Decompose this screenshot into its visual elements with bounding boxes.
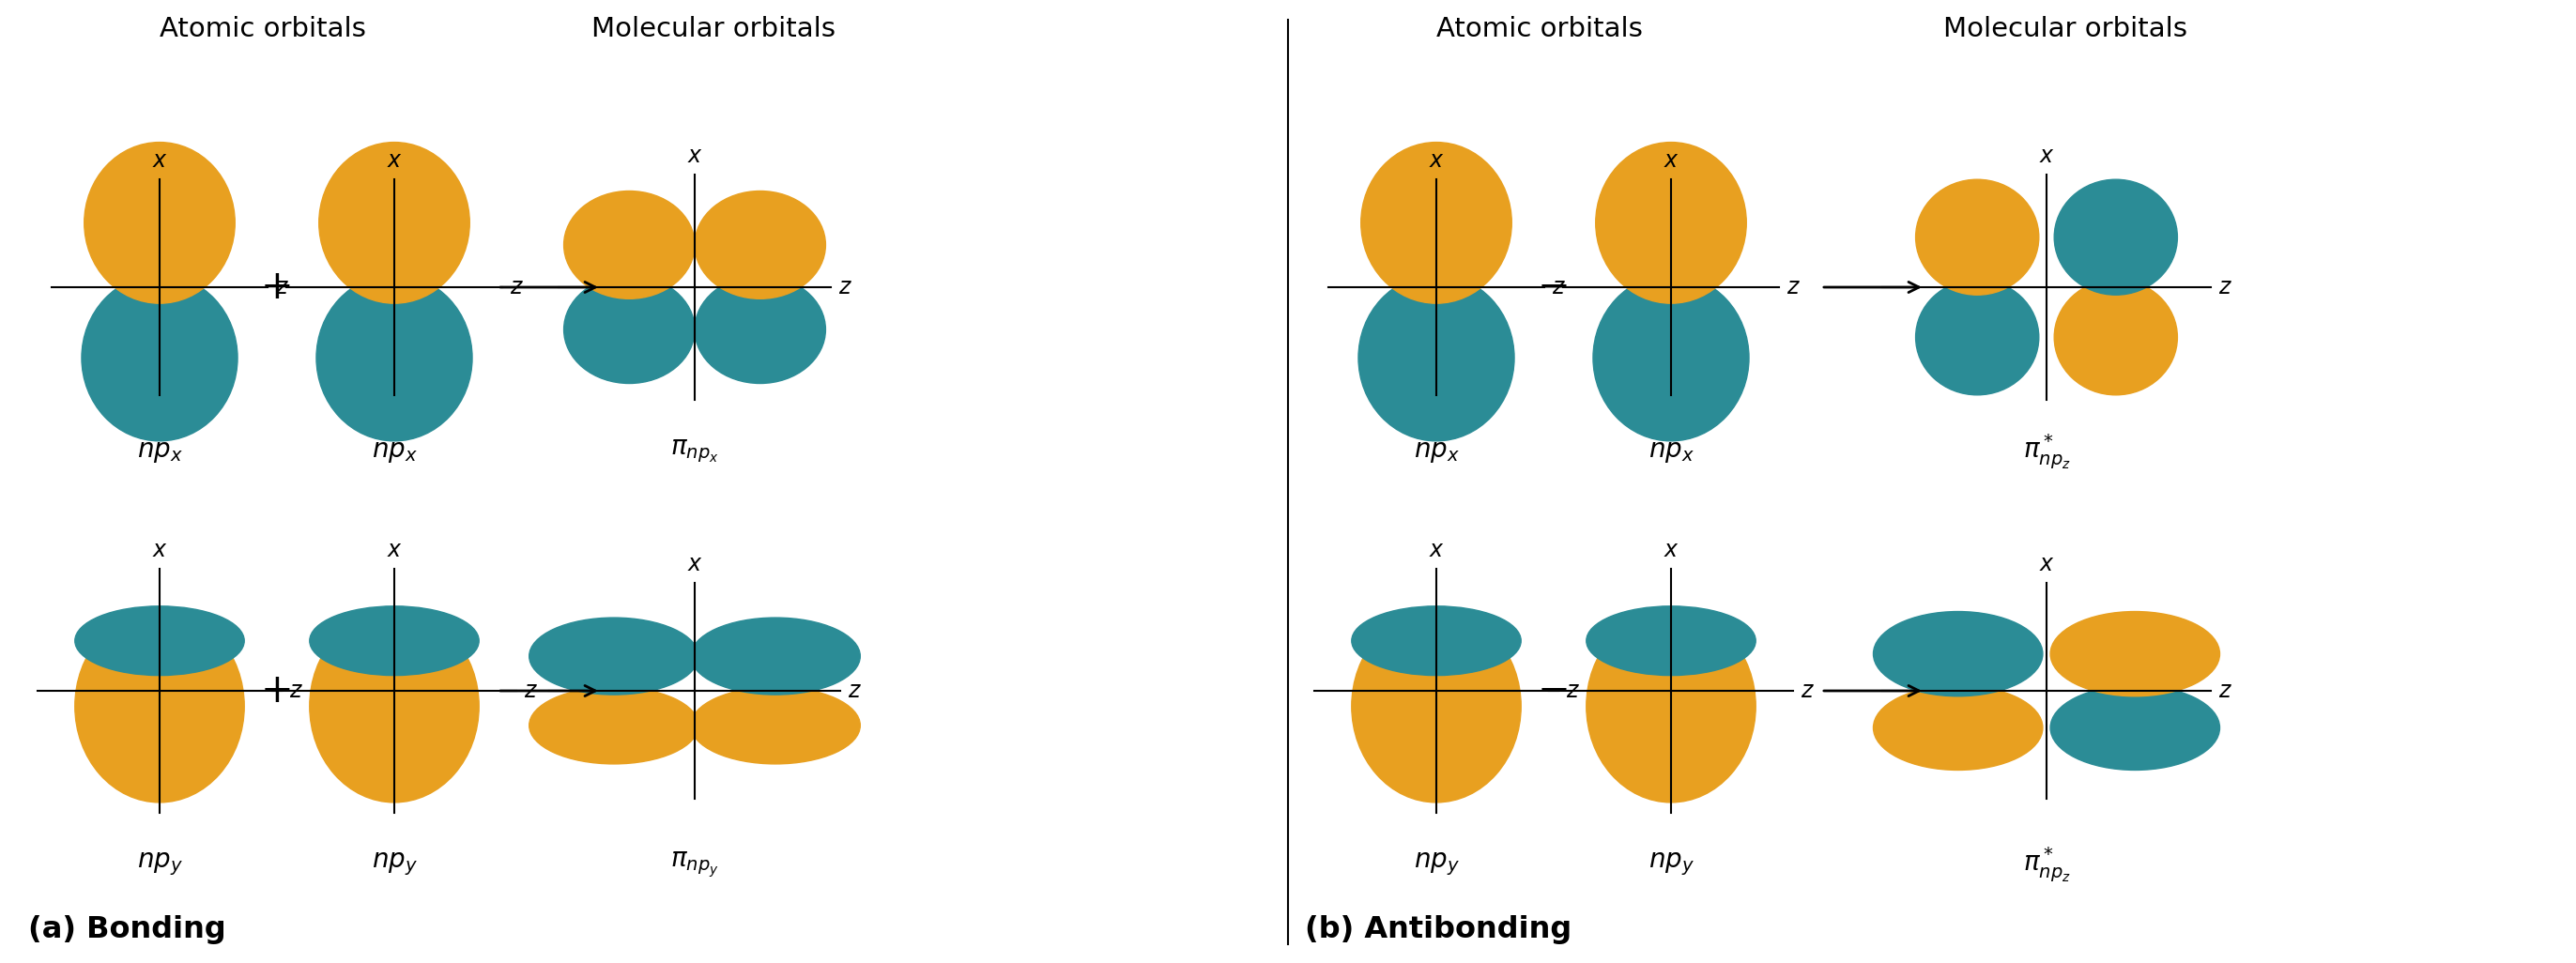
Ellipse shape <box>2053 279 2177 395</box>
Text: z: z <box>276 276 286 299</box>
Text: $np_y$: $np_y$ <box>1414 851 1461 878</box>
Ellipse shape <box>1917 279 2038 395</box>
Ellipse shape <box>317 274 471 441</box>
Ellipse shape <box>309 606 479 675</box>
Ellipse shape <box>690 687 860 764</box>
Text: z: z <box>1566 680 1577 702</box>
Text: z: z <box>1788 276 1798 299</box>
Text: z: z <box>2218 276 2231 299</box>
Text: +: + <box>260 268 294 307</box>
Text: (b) Antibonding: (b) Antibonding <box>1306 916 1571 945</box>
Text: Molecular orbitals: Molecular orbitals <box>1942 16 2187 42</box>
Text: x: x <box>152 149 167 171</box>
Ellipse shape <box>696 275 824 383</box>
Ellipse shape <box>2050 686 2221 770</box>
Text: z: z <box>2218 680 2231 702</box>
Text: z: z <box>1551 276 1564 299</box>
Ellipse shape <box>1587 606 1757 675</box>
Text: $np_x$: $np_x$ <box>137 438 183 464</box>
Text: −: − <box>1538 268 1569 307</box>
Ellipse shape <box>564 191 696 299</box>
Ellipse shape <box>82 274 237 441</box>
Ellipse shape <box>1873 612 2043 696</box>
Ellipse shape <box>696 191 824 299</box>
Text: x: x <box>1430 149 1443 171</box>
Text: z: z <box>848 680 860 702</box>
Text: Molecular orbitals: Molecular orbitals <box>592 16 835 42</box>
Text: $np_x$: $np_x$ <box>371 438 417 464</box>
Text: $np_x$: $np_x$ <box>1414 438 1458 464</box>
Text: x: x <box>2040 553 2053 575</box>
Ellipse shape <box>2053 179 2177 295</box>
Text: x: x <box>389 538 402 561</box>
Text: $np_y$: $np_y$ <box>137 851 183 878</box>
Ellipse shape <box>1873 686 2043 770</box>
Text: z: z <box>1801 680 1811 702</box>
Ellipse shape <box>75 610 245 802</box>
Text: x: x <box>688 144 701 167</box>
Ellipse shape <box>75 606 245 675</box>
Ellipse shape <box>1595 143 1747 303</box>
Ellipse shape <box>690 617 860 694</box>
Text: z: z <box>837 276 850 299</box>
Text: x: x <box>1430 538 1443 561</box>
Ellipse shape <box>2050 612 2221 696</box>
Text: x: x <box>688 553 701 575</box>
Text: $\pi_{np_x}$: $\pi_{np_x}$ <box>670 438 719 465</box>
Ellipse shape <box>1917 179 2038 295</box>
Text: $\pi_{np_y}$: $\pi_{np_y}$ <box>670 849 719 879</box>
Text: x: x <box>1664 538 1677 561</box>
Ellipse shape <box>1352 610 1520 802</box>
Ellipse shape <box>1592 274 1749 441</box>
Text: x: x <box>1664 149 1677 171</box>
Text: Atomic orbitals: Atomic orbitals <box>1437 16 1643 42</box>
Text: $\pi^*_{np_z}$: $\pi^*_{np_z}$ <box>2022 431 2071 471</box>
Ellipse shape <box>1352 606 1520 675</box>
Text: Atomic orbitals: Atomic orbitals <box>160 16 366 42</box>
Text: z: z <box>289 680 301 702</box>
Ellipse shape <box>564 275 696 383</box>
Text: x: x <box>389 149 402 171</box>
Ellipse shape <box>85 143 234 303</box>
Ellipse shape <box>528 687 698 764</box>
Text: +: + <box>260 671 294 711</box>
Text: $np_x$: $np_x$ <box>1649 438 1695 464</box>
Text: −: − <box>1538 671 1569 711</box>
Text: x: x <box>152 538 167 561</box>
Text: x: x <box>2040 144 2053 167</box>
Ellipse shape <box>1360 143 1512 303</box>
Ellipse shape <box>528 617 698 694</box>
Ellipse shape <box>319 143 469 303</box>
Text: z: z <box>510 276 520 299</box>
Ellipse shape <box>1358 274 1515 441</box>
Text: $np_y$: $np_y$ <box>371 851 417 878</box>
Text: $\pi^*_{np_z}$: $\pi^*_{np_z}$ <box>2022 845 2071 884</box>
Ellipse shape <box>1587 610 1757 802</box>
Text: (a) Bonding: (a) Bonding <box>28 916 227 945</box>
Text: z: z <box>523 680 536 702</box>
Ellipse shape <box>309 610 479 802</box>
Text: $np_y$: $np_y$ <box>1649 851 1695 878</box>
